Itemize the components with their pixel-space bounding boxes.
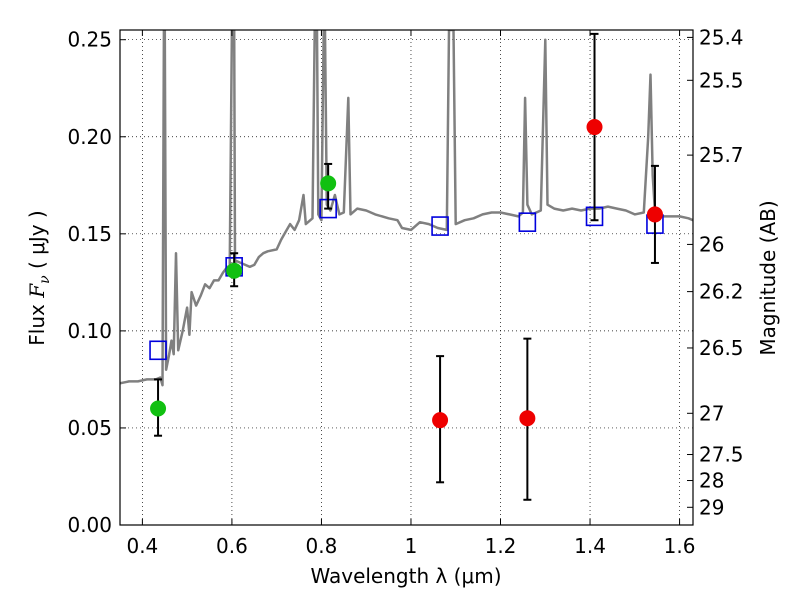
right-tick-label: 25.7 [699,143,744,167]
right-tick-label: 27.5 [699,443,744,467]
x-tick-label: 1 [405,534,418,558]
detection-point [150,400,167,417]
right-tick-label: 29 [699,495,724,519]
y-tick-label: 0.20 [67,125,112,149]
right-tick-label: 26.5 [699,336,744,360]
y-axis-label-suffix: ( μJy ) [25,210,49,275]
y-tick-label: 0.05 [67,416,112,440]
model-photometry-square [431,216,449,236]
x-tick-label: 1.4 [574,534,606,558]
y-axis-label-prefix: Flux [25,298,49,346]
upper-limit-point [646,206,663,223]
x-tick-label: 1.2 [485,534,517,558]
right-tick-label: 27 [699,401,724,425]
y-axis-label-subscript: ν [37,275,53,284]
y-axis-label: Flux Fν ( μJy ) [25,210,53,345]
y-axis-label-symbol: F [25,283,49,299]
plot-frame [119,29,694,526]
right-tick-label: 25.5 [699,68,744,92]
x-tick-label: 0.6 [216,534,248,558]
upper-limit-point [586,119,603,136]
y-tick-label: 0.10 [67,319,112,343]
detection-point [320,175,337,192]
y-tick-label: 0.15 [67,222,112,246]
right-axis-label: Magnitude (AB) [756,200,780,355]
detection-point [226,262,243,279]
x-tick-label: 0.8 [306,534,338,558]
right-tick-label: 28 [699,469,724,493]
right-tick-label: 26 [699,232,724,256]
model-spectrum-line [120,30,693,387]
plot-area [120,30,693,501]
grid [120,30,693,526]
model-photometry-square [149,340,167,361]
upper-limit-point [432,412,449,429]
model-photometry-square [518,212,537,232]
right-tick-label: 26.2 [699,280,744,304]
upper-limit-point [519,410,536,427]
y-tick-label: 0.25 [67,28,112,52]
y-tick-label: 0.00 [67,513,112,537]
x-axis-label: Wavelength λ (μm) [310,564,501,588]
x-tick-label: 0.4 [126,534,158,558]
x-tick-label: 1.6 [664,534,696,558]
right-tick-label: 25.4 [699,25,744,49]
ticks: 0.4 0.6 0.8 1 1.2 1.4 1.6 0.00 0.05 0.10 0.15 0.20 0… [67,25,743,558]
